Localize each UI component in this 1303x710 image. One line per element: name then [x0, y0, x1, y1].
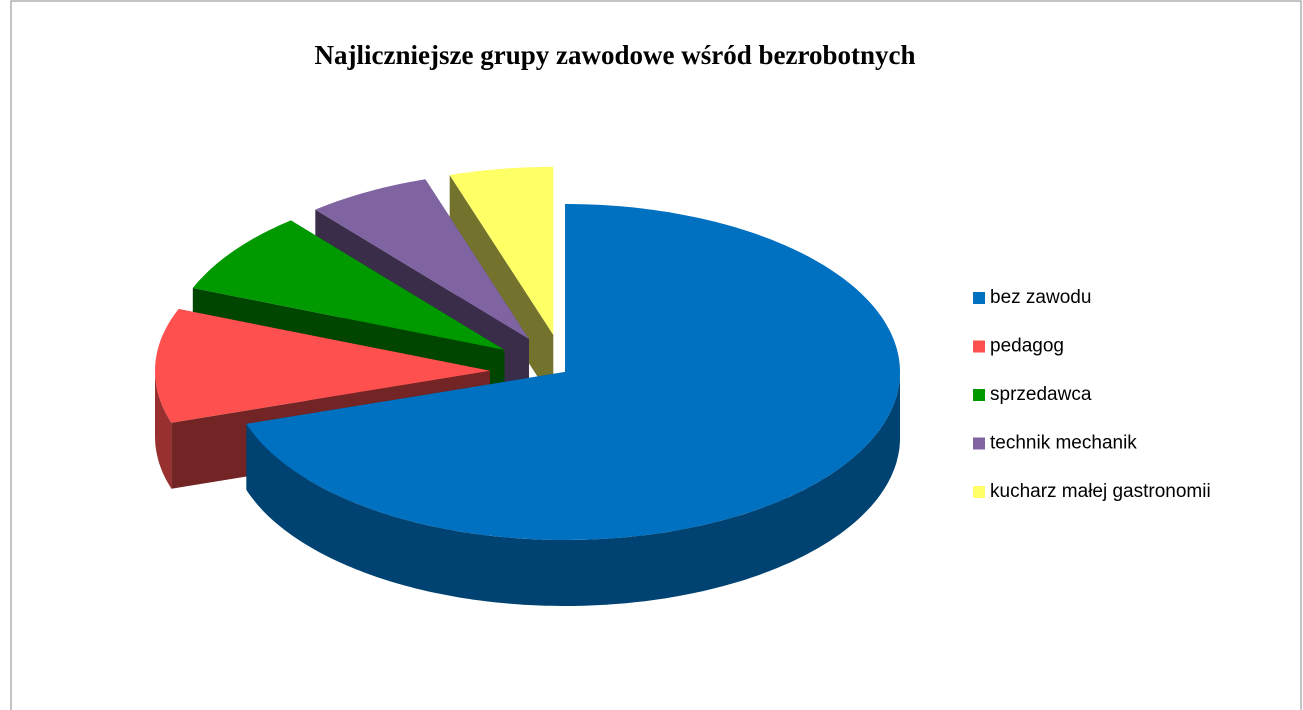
chart-title: Najliczniejsze grupy zawodowe wśród bezr…: [315, 40, 916, 70]
slice: [192, 220, 505, 350]
slice: [315, 179, 529, 339]
legend-label: technik mechanik: [990, 433, 1137, 454]
legend-swatch: [973, 292, 985, 304]
legend-label: pedagog: [990, 336, 1064, 357]
legend-swatch: [973, 389, 985, 401]
slice-wall: [246, 372, 900, 606]
legend-label: sprzedawca: [990, 384, 1092, 405]
legend-label: bez zawodu: [990, 287, 1091, 308]
slice: [246, 204, 900, 540]
slice: [155, 309, 490, 423]
legend-swatch: [973, 437, 985, 450]
legend-swatch: [973, 340, 985, 353]
legend-swatch: [973, 486, 985, 498]
slice: [449, 166, 554, 335]
legend-label: kucharz małej gastronomii: [990, 481, 1211, 502]
slice-wall: [155, 370, 172, 489]
